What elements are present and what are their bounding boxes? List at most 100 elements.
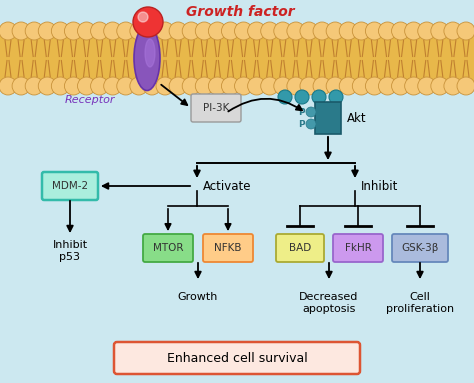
Circle shape <box>221 77 239 95</box>
Ellipse shape <box>145 39 155 67</box>
Text: MTOR: MTOR <box>153 243 183 253</box>
Circle shape <box>64 77 82 95</box>
Circle shape <box>0 22 17 40</box>
Circle shape <box>0 77 17 95</box>
Circle shape <box>221 22 239 40</box>
Circle shape <box>130 77 148 95</box>
Circle shape <box>182 22 200 40</box>
Circle shape <box>339 22 357 40</box>
Circle shape <box>365 22 383 40</box>
Circle shape <box>38 22 56 40</box>
Circle shape <box>431 77 449 95</box>
Bar <box>315 102 341 134</box>
Circle shape <box>418 22 436 40</box>
Circle shape <box>457 22 474 40</box>
Circle shape <box>169 22 187 40</box>
Text: Cell
proliferation: Cell proliferation <box>386 292 454 314</box>
Circle shape <box>195 22 213 40</box>
Circle shape <box>247 77 265 95</box>
Circle shape <box>143 22 161 40</box>
Circle shape <box>78 77 96 95</box>
Circle shape <box>300 22 318 40</box>
Circle shape <box>117 22 135 40</box>
Circle shape <box>195 77 213 95</box>
Circle shape <box>444 22 462 40</box>
Circle shape <box>78 22 96 40</box>
Bar <box>0 31 474 86</box>
FancyBboxPatch shape <box>333 234 383 262</box>
Circle shape <box>138 12 148 22</box>
Text: Inhibit: Inhibit <box>361 180 398 193</box>
Circle shape <box>313 22 331 40</box>
FancyBboxPatch shape <box>392 234 448 262</box>
Circle shape <box>326 77 344 95</box>
Text: Activate: Activate <box>203 180 252 193</box>
Circle shape <box>235 22 253 40</box>
Circle shape <box>306 119 316 129</box>
Circle shape <box>444 77 462 95</box>
FancyBboxPatch shape <box>203 234 253 262</box>
Circle shape <box>247 22 265 40</box>
Circle shape <box>274 77 292 95</box>
Circle shape <box>156 77 174 95</box>
Text: P: P <box>298 119 304 129</box>
Circle shape <box>169 77 187 95</box>
Circle shape <box>329 90 343 104</box>
Text: Enhanced cell survival: Enhanced cell survival <box>167 352 307 365</box>
Circle shape <box>392 22 410 40</box>
Circle shape <box>38 77 56 95</box>
Circle shape <box>405 77 423 95</box>
Circle shape <box>392 77 410 95</box>
Circle shape <box>378 22 396 40</box>
Circle shape <box>182 77 200 95</box>
Circle shape <box>104 77 122 95</box>
Circle shape <box>25 77 43 95</box>
Text: BAD: BAD <box>289 243 311 253</box>
FancyBboxPatch shape <box>42 172 98 200</box>
FancyBboxPatch shape <box>191 94 241 122</box>
Circle shape <box>104 22 122 40</box>
Circle shape <box>209 77 227 95</box>
Circle shape <box>326 22 344 40</box>
Circle shape <box>287 77 305 95</box>
Text: Growth factor: Growth factor <box>186 5 294 19</box>
Circle shape <box>91 77 109 95</box>
Circle shape <box>64 22 82 40</box>
Circle shape <box>457 77 474 95</box>
Circle shape <box>287 22 305 40</box>
FancyBboxPatch shape <box>143 234 193 262</box>
Circle shape <box>130 22 148 40</box>
Circle shape <box>300 77 318 95</box>
Circle shape <box>405 22 423 40</box>
Circle shape <box>156 22 174 40</box>
Circle shape <box>12 22 30 40</box>
Circle shape <box>274 22 292 40</box>
Text: Decreased
apoptosis: Decreased apoptosis <box>299 292 359 314</box>
Circle shape <box>209 22 227 40</box>
Circle shape <box>378 77 396 95</box>
Text: NFKB: NFKB <box>214 243 242 253</box>
Circle shape <box>339 77 357 95</box>
Circle shape <box>312 90 326 104</box>
Text: P: P <box>298 108 304 116</box>
Circle shape <box>352 22 370 40</box>
Circle shape <box>25 22 43 40</box>
Circle shape <box>295 90 309 104</box>
Circle shape <box>235 77 253 95</box>
Text: Receptor: Receptor <box>65 95 115 105</box>
Circle shape <box>418 77 436 95</box>
Circle shape <box>431 22 449 40</box>
Circle shape <box>117 77 135 95</box>
Circle shape <box>306 107 316 117</box>
Text: FkHR: FkHR <box>345 243 372 253</box>
Circle shape <box>133 7 163 37</box>
Circle shape <box>352 77 370 95</box>
Circle shape <box>261 22 279 40</box>
Text: PI-3K: PI-3K <box>203 103 229 113</box>
Circle shape <box>91 22 109 40</box>
Text: Inhibit
p53: Inhibit p53 <box>53 240 88 262</box>
Circle shape <box>51 77 69 95</box>
Text: GSK-3β: GSK-3β <box>401 243 439 253</box>
FancyBboxPatch shape <box>114 342 360 374</box>
Text: Akt: Akt <box>347 111 366 124</box>
